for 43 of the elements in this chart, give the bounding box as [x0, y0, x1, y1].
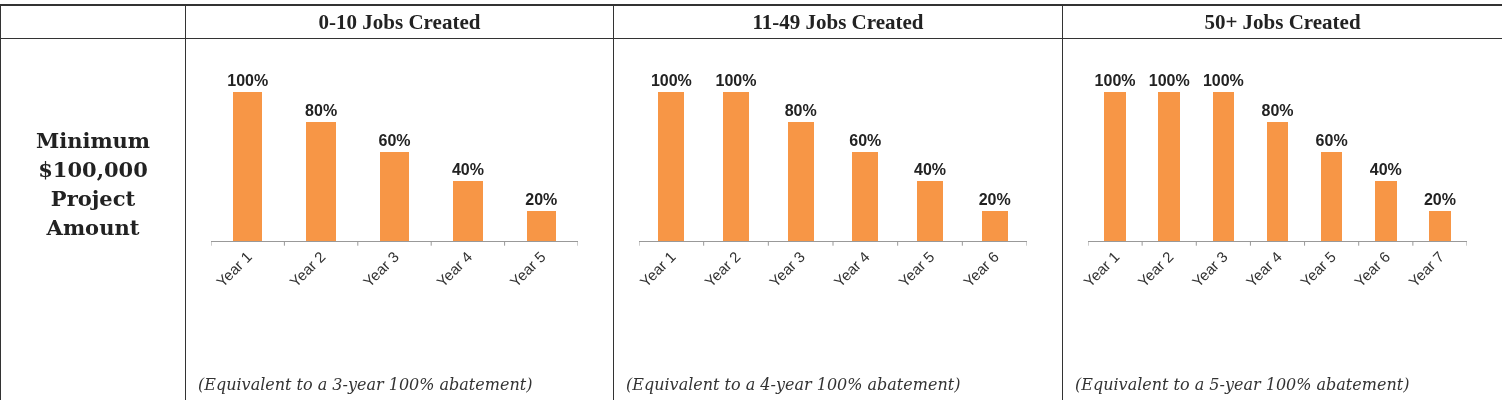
text: (Equivalent to a 3-year 100% abatement)	[198, 375, 533, 394]
x-tick-label: Year 2	[701, 247, 744, 291]
data-label: 100%	[715, 71, 757, 89]
data-label: 80%	[1261, 101, 1294, 119]
x-tick-label: Year 6	[959, 247, 1003, 291]
chart-title: 0-10 Jobs Created	[186, 6, 613, 39]
data-label: 80%	[305, 101, 338, 119]
x-tick-label: Year 3	[359, 247, 402, 291]
data-label: 100%	[1094, 71, 1136, 89]
text: (Equivalent to a 4-year 100% abatement)	[626, 375, 961, 394]
text: Minimum $100,000 Project Amount	[34, 127, 152, 242]
chart-title: 50+ Jobs Created	[1063, 6, 1502, 39]
chart-title: 11-49 Jobs Created	[614, 6, 1062, 39]
x-tick-label: Year 1	[636, 247, 679, 291]
x-tick-label: Year 5	[506, 247, 549, 291]
data-label: 100%	[1148, 71, 1190, 89]
x-tick-label: Year 4	[1242, 247, 1285, 291]
data-label: 100%	[227, 71, 269, 89]
x-tick-label: Year 3	[765, 247, 809, 291]
data-label: 20%	[1423, 191, 1456, 209]
text: (Equivalent to a 5-year 100% abatement)	[1075, 375, 1410, 394]
data-label: 60%	[849, 131, 882, 149]
x-tick-label: Year 1	[212, 247, 256, 291]
data-label: 100%	[650, 71, 692, 89]
x-tick-label: Year 7	[1405, 247, 1448, 291]
x-tick-label: Year 2	[1134, 247, 1177, 291]
x-tick-label: Year 2	[286, 247, 329, 291]
data-label: 20%	[978, 191, 1011, 209]
x-tick-label: Year 5	[895, 247, 938, 291]
data-label: 40%	[913, 161, 947, 179]
x-tick-label: Year 4	[433, 247, 476, 291]
data-label: 80%	[784, 101, 817, 119]
x-tick-label: Year 3	[1188, 247, 1231, 291]
data-label: 40%	[1369, 161, 1402, 179]
data-label: 100%	[1202, 71, 1244, 89]
x-tick-label: Year 5	[1296, 247, 1340, 291]
x-tick-label: Year 1	[1080, 247, 1123, 291]
x-tick-label: Year 6	[1350, 247, 1394, 291]
data-label: 60%	[1315, 131, 1348, 149]
x-tick-label: Year 4	[830, 247, 873, 291]
data-label: 40%	[451, 161, 484, 179]
data-label: 60%	[378, 131, 411, 149]
data-label: 20%	[525, 191, 558, 209]
